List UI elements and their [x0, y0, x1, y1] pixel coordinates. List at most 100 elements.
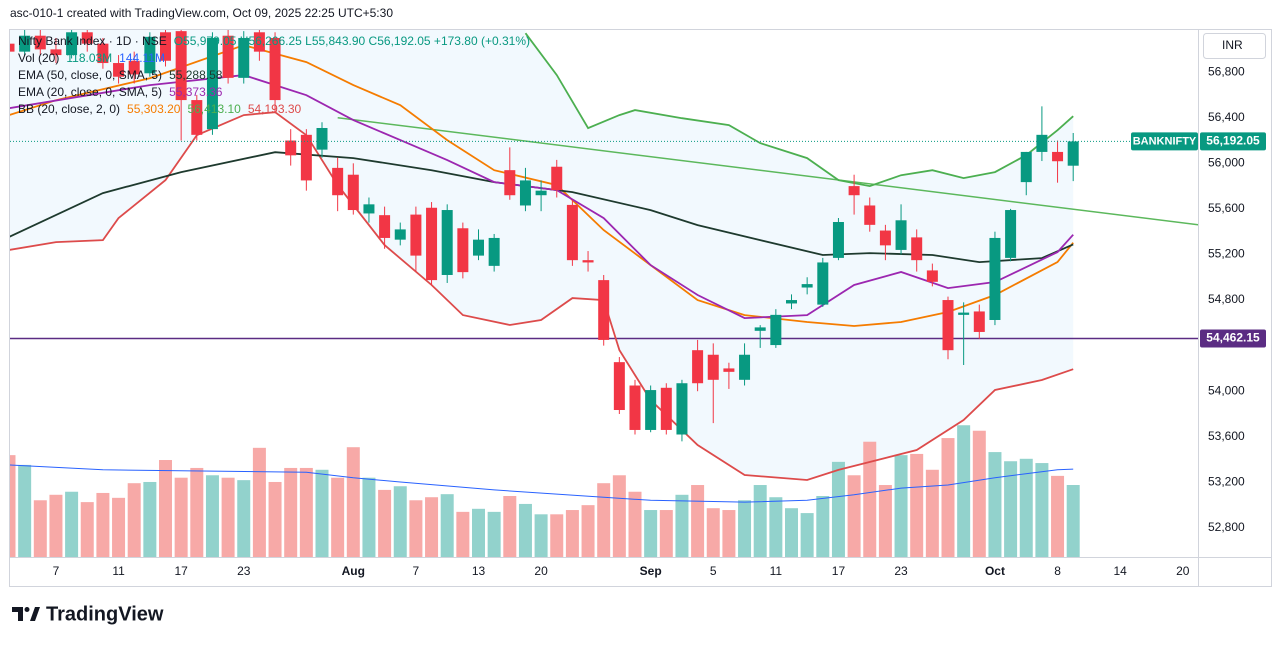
candle-body — [958, 312, 970, 315]
bb-fill — [10, 30, 1074, 480]
hline-label-box — [1200, 329, 1266, 348]
candle-body — [473, 239, 484, 256]
candle-body — [363, 204, 375, 214]
volume-bar — [205, 475, 219, 557]
legend-text: EMA (20, close, 0, SMA, 5) — [18, 85, 162, 99]
candle-body — [911, 237, 923, 261]
indicator-line — [10, 74, 1074, 320]
y-tick-label: 54,000 — [1208, 383, 1245, 397]
candle-body — [895, 220, 907, 250]
legend-text: 55,373.36 — [169, 85, 223, 99]
volume-bar — [785, 508, 798, 557]
candle-body — [97, 43, 109, 64]
candle-body — [253, 32, 265, 52]
volume-bar — [284, 467, 298, 557]
volume-bar — [252, 447, 266, 557]
candle-body — [81, 32, 93, 44]
candle-body — [300, 134, 312, 181]
x-tick-label: 17 — [174, 564, 188, 578]
x-tick-label: 20 — [534, 564, 548, 578]
volume-bar — [1019, 458, 1033, 557]
candle-body — [238, 37, 250, 78]
volume-bar — [816, 496, 830, 557]
legend-text: BB (20, close, 2, 0) — [18, 102, 120, 116]
candle-body — [1020, 151, 1032, 183]
volume-bar — [174, 477, 188, 557]
volume-bar — [159, 460, 172, 557]
indicator-line — [10, 111, 1074, 481]
volume-bar — [1051, 475, 1065, 557]
x-tick-label: 17 — [832, 564, 846, 578]
logo-icon — [30, 607, 40, 621]
candle-body — [66, 32, 78, 56]
volume-bar — [237, 480, 251, 557]
candle-body — [754, 327, 766, 331]
footer-logo: TradingView — [12, 603, 164, 625]
volume-bar — [393, 486, 407, 557]
x-tick-label: 23 — [894, 564, 908, 578]
volume-bar — [722, 510, 736, 557]
candle-body — [175, 31, 187, 101]
legend-text: 118.03M — [66, 51, 112, 65]
legend: Nifty Bank Index · 1D · NSE O55,979.05 H5… — [18, 34, 530, 116]
volume-bar — [597, 483, 611, 557]
volume-bar — [331, 477, 345, 557]
candle-body — [801, 284, 813, 288]
volume-bar — [456, 511, 470, 557]
indicator-line — [10, 464, 1074, 503]
candle-body — [144, 36, 156, 74]
volume-bar — [1035, 463, 1049, 557]
legend-text: 56,413.10 — [187, 102, 241, 116]
volume-bar — [518, 503, 532, 557]
frame — [9, 29, 1272, 587]
candle-body — [379, 215, 391, 238]
candle-body — [770, 314, 782, 346]
currency-box[interactable] — [1203, 33, 1266, 59]
candle-body — [973, 311, 985, 332]
logo-icon — [24, 607, 30, 612]
candle-body — [942, 300, 954, 351]
y-tick-label: 55,600 — [1208, 201, 1245, 215]
y-tick-label: 56,000 — [1208, 155, 1245, 169]
candle-body — [441, 210, 453, 275]
volume-bar — [534, 514, 548, 557]
volume-bar — [863, 441, 877, 557]
candle-body — [128, 60, 140, 75]
candle-body — [332, 167, 344, 196]
candle-body — [598, 280, 610, 340]
header-text: asc-010-1 created with TradingView.com, … — [10, 6, 393, 20]
y-tick-label: 53,600 — [1208, 429, 1245, 443]
candle-body — [426, 207, 438, 281]
legend-text: Vol (20) — [18, 51, 59, 65]
x-tick-label: 8 — [1054, 564, 1061, 578]
x-tick-label: 23 — [237, 564, 251, 578]
volume-bar — [472, 508, 485, 557]
candle-body — [989, 237, 1001, 320]
volume-bar — [65, 491, 79, 557]
volume-bar — [425, 497, 439, 557]
volume-bar — [738, 500, 752, 557]
volume-bar — [346, 447, 360, 557]
candle-body — [34, 35, 46, 50]
currency-label: INR — [1222, 38, 1243, 52]
y-tick-label: 55,200 — [1208, 247, 1245, 261]
candle-body — [707, 354, 719, 380]
candle-body — [488, 237, 500, 266]
x-tick-label: Oct — [985, 564, 1005, 578]
candle-body — [566, 204, 578, 261]
candle-body — [582, 260, 594, 263]
candle-body — [160, 32, 171, 61]
candle-body — [10, 43, 15, 52]
candle-body — [457, 228, 469, 273]
volume-bar — [143, 481, 157, 557]
volume-bar — [1004, 461, 1018, 557]
candle-body — [519, 180, 531, 206]
candle-body — [410, 214, 422, 256]
candle-body — [676, 383, 688, 435]
y-tick-label: 52,800 — [1208, 520, 1245, 534]
axes: 56,800 56,400 56,000 55,600 55,200 54,800 54,0… — [53, 64, 1245, 578]
volume-bar — [706, 508, 720, 557]
x-tick-label: Sep — [640, 564, 662, 578]
candle-body — [285, 140, 297, 156]
